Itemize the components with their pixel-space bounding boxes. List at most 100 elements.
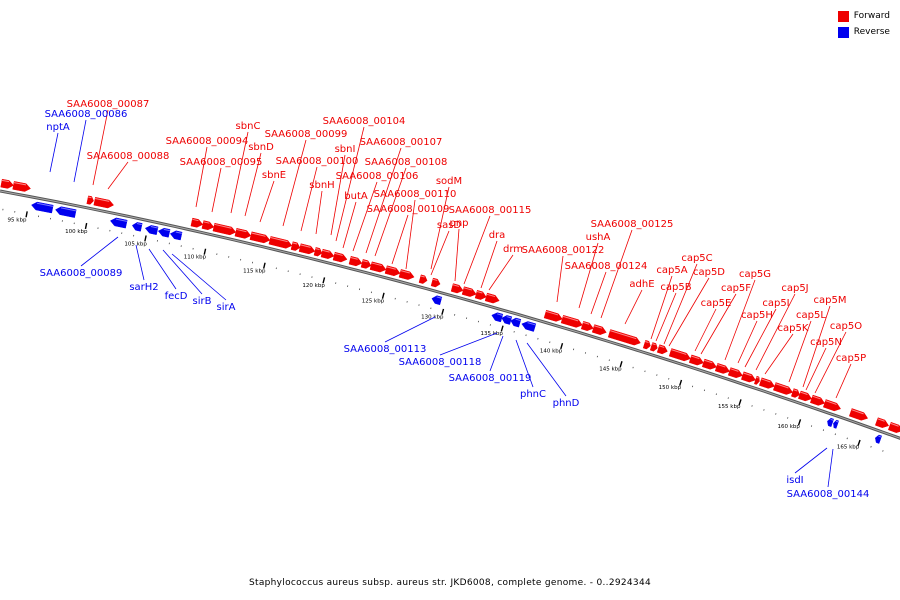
- forward-gene-arrow-shade: [761, 378, 771, 383]
- forward-gene-label: butA: [344, 191, 368, 202]
- reverse-gene-arrow-shade: [835, 420, 839, 423]
- forward-gene-arrow: [212, 222, 237, 236]
- forward-gene-arrow-shade: [671, 349, 687, 355]
- major-tick: [797, 419, 802, 426]
- forward-gene-arrow: [543, 309, 563, 322]
- major-tick: [262, 262, 266, 269]
- forward-gene-arrow: [93, 197, 114, 209]
- forward-gene-arrow: [201, 220, 215, 231]
- forward-gene-arrow: [268, 236, 293, 249]
- forward-gene-arrow-shade: [659, 345, 665, 348]
- forward-gene-arrow-shade: [582, 321, 590, 325]
- forward-gene-arrow-shade: [545, 310, 559, 316]
- forward-gene-arrow: [809, 394, 825, 406]
- forward-gene-label: sbnI: [335, 144, 356, 155]
- forward-gene-arrow: [86, 195, 94, 205]
- forward-gene-label: sbnD: [248, 142, 274, 153]
- gene-labels: SAA6008_00087 SAA6008_00088 SAA6008_00094 S…: [40, 99, 870, 500]
- forward-gene-arrow-shade: [652, 343, 656, 346]
- tick-label: 165 kbp: [837, 444, 860, 450]
- tick-label: 95 kbp: [8, 218, 27, 224]
- major-tick: [619, 361, 623, 368]
- major-tick: [678, 379, 683, 386]
- forward-gene-label: SAA6008_00106: [336, 171, 419, 182]
- reverse-gene-label: SAA6008_00086: [45, 109, 128, 120]
- forward-gene-label-leader: [374, 167, 407, 257]
- forward-gene-arrow-shade: [400, 270, 410, 274]
- forward-gene-arrow-shade: [775, 383, 789, 389]
- reverse-gene-label-leader: [148, 248, 177, 290]
- forward-gene-label: sbnH: [309, 180, 334, 191]
- reverse-gene-label: sarH2: [129, 282, 158, 293]
- reverse-genes: [31, 201, 883, 444]
- reverse-gene-label: sirB: [193, 296, 212, 307]
- forward-gene-arrow-shade: [476, 290, 483, 294]
- tick-label: 135 kbp: [481, 331, 504, 337]
- reverse-gene-arrow-shade: [878, 435, 882, 438]
- major-tick: [381, 292, 385, 299]
- forward-gene-label: cap5O: [830, 321, 862, 332]
- tick-label: 145 kbp: [599, 366, 622, 372]
- minor-tick: [882, 450, 884, 452]
- forward-gene-arrow-shade: [362, 260, 368, 263]
- forward-swatch: [837, 10, 849, 22]
- forward-gene-label-leader: [802, 305, 831, 388]
- major-tick: [203, 248, 207, 255]
- reverse-gene-arrow-shade: [830, 418, 834, 421]
- forward-gene-label-leader: [590, 271, 607, 315]
- forward-gene-label: SAA6008_00104: [323, 116, 406, 127]
- forward-gene-arrow-shade: [334, 252, 343, 256]
- reverse-gene-arrow-shade: [496, 313, 503, 316]
- reverse-gene-label-leader: [439, 332, 498, 356]
- forward-gene-label-leader: [342, 201, 357, 249]
- forward-gene-label: cap5E: [701, 298, 732, 309]
- forward-gene-label: sasD: [437, 220, 462, 231]
- forward-gene-arrow: [848, 408, 869, 421]
- reverse-gene-label-leader: [49, 132, 59, 173]
- reverse-gene-arrow-shade: [36, 202, 54, 207]
- forward-gene-label-leader: [430, 186, 450, 270]
- forward-gene-arrow-shade: [800, 391, 808, 395]
- forward-gene-label: SAA6008_00122: [522, 245, 605, 256]
- reverse-gene-label: fecD: [165, 291, 188, 302]
- reverse-gene-arrow-shade: [175, 231, 182, 234]
- reverse-gene-label: SAA6008_00089: [40, 268, 123, 279]
- forward-gene-arrow-shade: [192, 218, 199, 222]
- forward-gene-arrow-shade: [645, 340, 649, 343]
- forward-gene-arrow-shade: [486, 293, 496, 298]
- forward-gene-arrow-shade: [691, 355, 700, 360]
- forward-gene-label-leader: [463, 215, 491, 285]
- reverse-gene-arrow-shade: [506, 316, 512, 319]
- forward-gene-label-leader: [737, 320, 758, 364]
- forward-gene-label-leader: [244, 152, 262, 217]
- forward-gene-label: SAA6008_00124: [565, 261, 648, 272]
- forward-gene-label-leader: [805, 347, 827, 391]
- forward-gene-arrow-shade: [717, 363, 726, 368]
- genome-backbone: [0, 189, 900, 440]
- forward-gene-arrow: [450, 283, 464, 294]
- legend-forward-label: Forward: [853, 11, 890, 21]
- forward-gene-label-leader: [282, 139, 307, 227]
- forward-gene-arrow: [313, 247, 323, 257]
- legend-reverse: Reverse: [837, 24, 890, 40]
- forward-gene-arrow: [430, 277, 441, 288]
- forward-gene-label: cap5K: [778, 323, 809, 334]
- forward-gene-arrow-shade: [420, 275, 425, 278]
- forward-gene-label: sbnE: [262, 170, 286, 181]
- forward-gene-arrow-shade: [610, 330, 637, 340]
- forward-gene-arrow: [0, 178, 14, 189]
- forward-gene-label-leader: [430, 230, 450, 276]
- forward-gene-arrow-shade: [562, 315, 579, 322]
- tick-label: 105 kbp: [124, 242, 147, 248]
- backbone-highlight: [0, 190, 900, 439]
- reverse-gene-arrow-shade: [436, 296, 442, 299]
- reverse-gene-arrow-shade: [163, 228, 170, 232]
- major-tick: [322, 277, 326, 284]
- tick-label: 110 kbp: [184, 255, 207, 261]
- forward-gene-label: dra: [489, 230, 506, 241]
- major-tick: [144, 235, 147, 242]
- forward-gene-label-leader: [488, 254, 514, 291]
- forward-gene-label: SAA6008_00107: [360, 137, 443, 148]
- forward-gene-arrow-shade: [463, 287, 473, 291]
